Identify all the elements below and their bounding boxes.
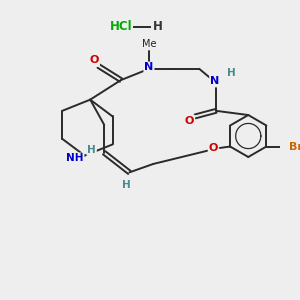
Text: NH: NH (66, 153, 84, 164)
Text: HCl: HCl (110, 20, 132, 33)
Text: N: N (144, 62, 154, 73)
Text: H: H (87, 145, 96, 155)
Text: H: H (152, 20, 162, 33)
Text: Me: Me (142, 39, 156, 49)
Text: H: H (122, 180, 131, 190)
Text: Br: Br (289, 142, 300, 152)
Text: N: N (210, 76, 219, 86)
Text: O: O (90, 56, 99, 65)
Text: O: O (185, 116, 194, 126)
Text: H: H (227, 68, 236, 78)
Text: O: O (208, 143, 218, 153)
